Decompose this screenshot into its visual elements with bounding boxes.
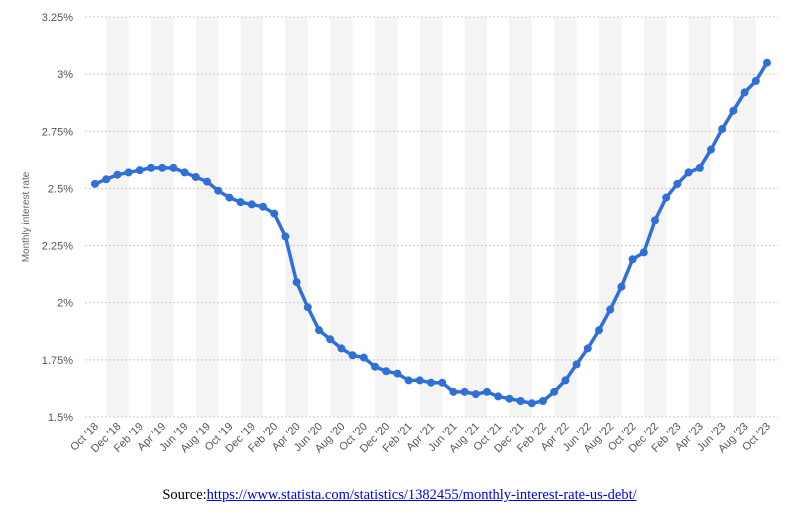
data-point [438,378,447,387]
data-point [539,397,547,405]
data-point [91,179,99,188]
grid-band [240,17,263,417]
data-point [729,106,738,115]
data-point [606,305,615,314]
data-point [595,326,603,335]
data-point [561,376,570,385]
line-chart-svg: 1.5% 1.75% 2% 2.25% 2.5% 2.75% 3% 3.25% Monthly … [21,12,778,455]
data-point [326,335,335,344]
data-point [483,387,491,396]
data-point [214,186,223,195]
data-point [415,376,424,385]
data-point [259,202,267,211]
data-point [247,200,256,209]
data-point [505,394,514,403]
grid-band [419,17,443,417]
data-point [550,387,559,396]
data-point [281,232,290,241]
y-tick-label: 2% [57,298,73,310]
data-point [427,378,435,387]
grid-band [599,17,622,417]
data-point [180,168,189,177]
data-point [662,193,671,202]
grid-band [464,17,487,417]
data-point [751,77,760,85]
data-point [158,163,167,172]
data-point [617,282,626,291]
data-point [639,248,648,257]
data-point [763,58,771,67]
y-tick-label: 3.25% [42,12,73,24]
data-point [135,166,144,175]
grid-band [151,17,174,417]
y-tick-label: 2.75% [42,126,73,138]
data-point [382,367,391,376]
data-point [393,369,402,378]
grid-band [733,17,756,417]
grid-band [554,17,577,417]
grid-band [509,17,532,417]
data-point [124,168,133,177]
data-point [303,303,312,312]
data-point [236,198,245,207]
data-point [203,177,211,186]
data-point [494,392,503,401]
y-tick-label: 2.25% [42,241,73,253]
data-point [225,193,234,202]
data-point [527,399,536,408]
grid-band [285,17,308,417]
chart: 1.5% 1.75% 2% 2.25% 2.5% 2.75% 3% 3.25% Monthly … [21,12,778,455]
data-point [673,179,682,188]
data-point [471,390,480,399]
source-prefix: Source: [162,487,207,503]
grid-band [688,17,711,417]
data-point [359,353,368,362]
data-point [628,255,637,264]
data-point [695,163,704,172]
data-point [572,360,581,369]
y-tick-label: 2.5% [48,183,73,195]
data-point [147,163,155,172]
grid-band [330,17,353,417]
y-tick-label: 1.75% [42,355,73,367]
data-point [371,362,379,371]
data-point [169,163,178,172]
data-point [315,326,323,335]
source-link[interactable]: https://www.statista.com/statistics/1382… [206,487,637,503]
grid-band [106,17,129,417]
y-axis-title: Monthly interest rate [21,171,32,262]
data-point [707,145,715,154]
data-point [292,278,301,287]
data-point [740,88,749,97]
data-point [651,216,659,225]
data-point [270,209,279,218]
data-point [113,170,122,179]
data-point [102,175,111,184]
data-point [516,397,525,405]
data-point [191,173,200,181]
data-point [337,344,346,353]
data-point [404,376,413,385]
grid-band [195,17,219,417]
y-tick-label: 3% [57,69,73,81]
data-point [460,387,469,396]
grid-band [375,17,398,417]
data-point [718,125,727,133]
data-point [449,387,458,396]
data-point [684,168,693,177]
y-tick-label: 1.5% [48,412,73,424]
source-line: Source:https://www.statista.com/statisti… [0,487,799,504]
data-point [583,344,592,353]
data-point [348,351,357,360]
